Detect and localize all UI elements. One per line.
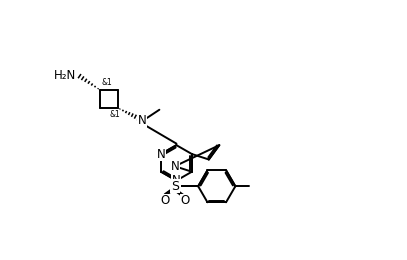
Text: N: N <box>138 114 147 127</box>
Text: N: N <box>157 147 165 160</box>
Text: O: O <box>160 194 169 207</box>
Text: &1: &1 <box>109 110 120 119</box>
Text: H₂N: H₂N <box>53 69 76 82</box>
Text: O: O <box>180 194 190 207</box>
Text: N: N <box>171 160 179 173</box>
Text: S: S <box>171 180 179 193</box>
Text: &1: &1 <box>101 79 112 87</box>
Text: N: N <box>172 174 181 187</box>
